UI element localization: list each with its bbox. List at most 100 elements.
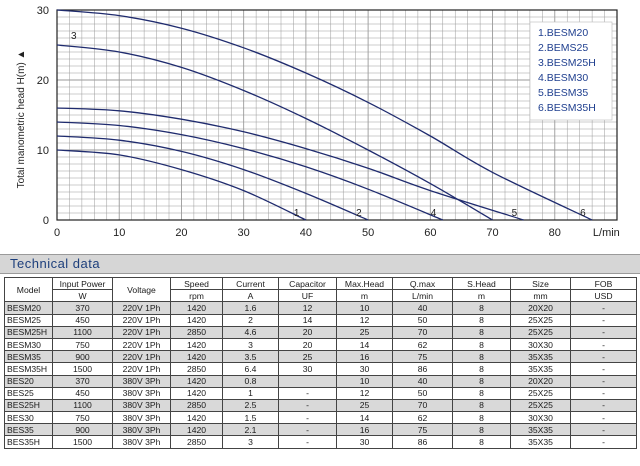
column-header: Q.max — [392, 276, 453, 291]
table-cell: 380V 3Ph — [112, 411, 171, 425]
table-cell: 12 — [278, 301, 337, 315]
model-cell: BES35H — [4, 435, 53, 449]
curve-label-2: 2 — [356, 208, 362, 219]
table-cell: 8 — [452, 337, 511, 352]
curve-label-3: 3 — [71, 31, 77, 42]
table-cell: 750 — [52, 337, 113, 352]
table-cell: 1420 — [170, 411, 223, 425]
table-row: BES25 450 380V 3Ph 1420 1-12 50 8 25X25- — [4, 386, 637, 400]
table-cell: 40 — [392, 301, 453, 315]
table-cell: - — [570, 435, 637, 449]
curve-label-5: 5 — [512, 208, 518, 219]
table-cell: 25X25 — [510, 313, 571, 327]
model-cell: BESM35 — [4, 350, 53, 364]
table-cell: 8 — [452, 313, 511, 327]
table-cell: 1 — [222, 386, 279, 400]
table-cell: 1420 — [170, 374, 223, 388]
column-unit: W — [52, 289, 113, 303]
x-tick-label: 60 — [424, 227, 436, 239]
table-cell: 10 — [336, 301, 393, 315]
table-cell: 1.6 — [222, 301, 279, 315]
table-cell: - — [278, 386, 337, 400]
table-cell: 30 — [336, 362, 393, 376]
table-cell: 20 — [278, 325, 337, 339]
table-cell: 2 — [222, 313, 279, 327]
table-cell: 370 — [52, 374, 113, 388]
table-cell: - — [278, 398, 337, 413]
table-cell: 2850 — [170, 362, 223, 376]
legend-item: 6.BESM35H — [538, 102, 596, 114]
x-tick-label: 50 — [362, 227, 374, 239]
table-cell: 25 — [336, 398, 393, 413]
table-row: BES35 900 380V 3Ph 1420 2.1-16 75 8 35X35- — [4, 423, 637, 437]
table-cell — [278, 374, 337, 388]
table-cell: 380V 3Ph — [112, 374, 171, 388]
table-row: BESM20 370 220V 1Ph 1420 1.6 12 10 40 8 20X20- — [4, 301, 637, 315]
y-tick-label: 30 — [37, 5, 49, 17]
legend-item: 1.BESM20 — [538, 27, 588, 39]
x-tick-label: 20 — [175, 227, 187, 239]
table-cell: 75 — [392, 423, 453, 437]
table-cell: 62 — [392, 337, 453, 352]
table-cell: 900 — [52, 423, 113, 437]
technical-data-table: Model Input Power Voltage Speed Current Capac… — [4, 276, 637, 449]
column-unit: A — [222, 289, 279, 303]
table-cell: - — [570, 386, 637, 400]
table-cell: - — [570, 337, 637, 352]
chart-svg: 0 10 20 30 40 50 60 70 80 L/min 0 10 20 30 Total manom… — [16, 5, 620, 239]
table-cell: 20X20 — [510, 301, 571, 315]
table-cell: 1420 — [170, 350, 223, 364]
table-cell: 8 — [452, 386, 511, 400]
model-cell: BES30 — [4, 411, 53, 425]
table-header: Model Input Power Voltage Speed Current Capac… — [4, 276, 637, 303]
table-row: BESM25 450 220V 1Ph 1420 2 14 12 50 8 25X25- — [4, 313, 637, 327]
column-header: S.Head — [452, 276, 511, 291]
table-cell: 1420 — [170, 313, 223, 327]
table-cell: 20X20 — [510, 374, 571, 388]
table-cell: 3 — [222, 337, 279, 352]
legend-item: 4.BESM30 — [538, 72, 588, 84]
table-cell: 30X30 — [510, 337, 571, 352]
legend-item: 3.BESM25H — [538, 57, 596, 69]
table-cell: 450 — [52, 386, 113, 400]
column-unit: L/min — [392, 289, 453, 303]
column-unit: m — [336, 289, 393, 303]
table-cell: 0.8 — [222, 374, 279, 388]
table-cell: - — [570, 325, 637, 339]
table-cell: 70 — [392, 398, 453, 413]
curve-label-4: 4 — [431, 208, 437, 219]
curve-5 — [56, 107, 524, 221]
table-cell: 50 — [392, 313, 453, 327]
table-cell: 4.6 — [222, 325, 279, 339]
table-cell: 25X25 — [510, 386, 571, 400]
table-cell: 8 — [452, 435, 511, 449]
column-header: Current — [222, 276, 279, 291]
table-row: BES30 750 380V 3Ph 1420 1.5-14 62 8 30X30- — [4, 411, 637, 425]
table-row: BES25H 1100 380V 3Ph 2850 2.5-25 70 8 25X25- — [4, 398, 637, 413]
table-row: BESM30 750 220V 1Ph 1420 3 20 14 62 8 30X30- — [4, 337, 637, 352]
column-header: Max.Head — [336, 276, 393, 291]
table-row: BES20 370 380V 3Ph 1420 0.8 10 40 8 20X20- — [4, 374, 637, 388]
x-tick-label: 70 — [486, 227, 498, 239]
table-cell: - — [570, 411, 637, 425]
table-cell: 8 — [452, 374, 511, 388]
table-cell: 14 — [278, 313, 337, 327]
table-cell: 30 — [278, 362, 337, 376]
curve-1 — [56, 149, 307, 221]
table-cell: 8 — [452, 362, 511, 376]
table-cell: 220V 1Ph — [112, 325, 171, 339]
table-cell: 20 — [278, 337, 337, 352]
table-body: BESM20 370 220V 1Ph 1420 1.6 12 10 40 8 20X20- BES… — [4, 301, 637, 449]
table-row: BESM25H 1100 220V 1Ph 2850 4.6 20 25 70 8 25X25- — [4, 325, 637, 339]
model-cell: BESM25H — [4, 325, 53, 339]
table-cell: 8 — [452, 398, 511, 413]
table-cell: 220V 1Ph — [112, 350, 171, 364]
table-cell: 25 — [336, 325, 393, 339]
table-cell: 380V 3Ph — [112, 423, 171, 437]
model-cell: BESM25 — [4, 313, 53, 327]
table-cell: 220V 1Ph — [112, 313, 171, 327]
table-cell: 8 — [452, 325, 511, 339]
model-cell: BES25H — [4, 398, 53, 413]
table-cell: 35X35 — [510, 362, 571, 376]
model-cell: BESM20 — [4, 301, 53, 315]
